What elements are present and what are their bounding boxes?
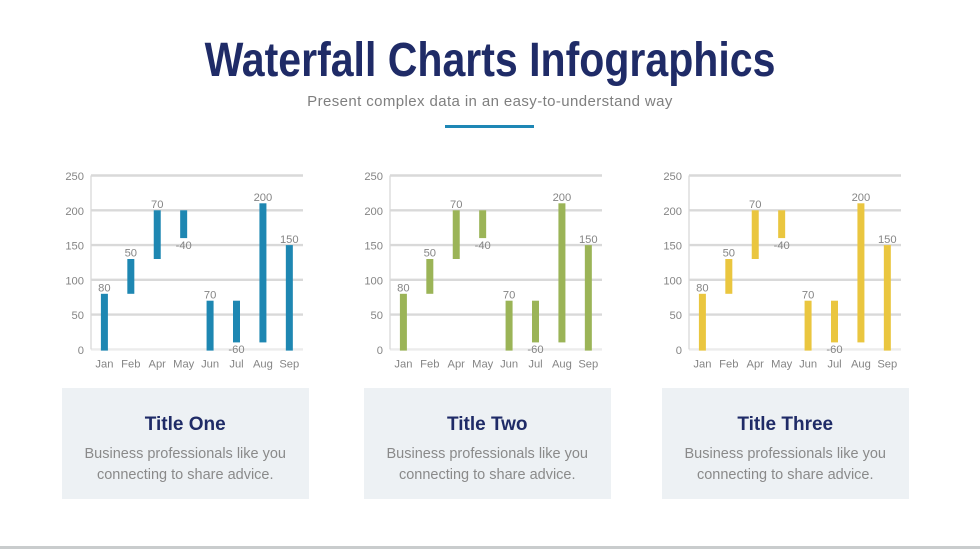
svg-text:200: 200 xyxy=(364,206,383,218)
svg-text:-60: -60 xyxy=(527,344,543,356)
svg-text:250: 250 xyxy=(663,171,682,183)
svg-text:Aug: Aug xyxy=(851,359,871,371)
svg-text:100: 100 xyxy=(65,275,84,287)
svg-text:-40: -40 xyxy=(475,240,491,252)
svg-text:50: 50 xyxy=(670,310,682,322)
svg-text:200: 200 xyxy=(663,206,682,218)
svg-text:50: 50 xyxy=(723,248,735,260)
svg-text:200: 200 xyxy=(553,192,572,204)
svg-text:-40: -40 xyxy=(176,240,192,252)
svg-text:Jul: Jul xyxy=(229,359,243,371)
svg-text:Aug: Aug xyxy=(552,359,572,371)
svg-text:150: 150 xyxy=(364,241,383,253)
svg-text:Sep: Sep xyxy=(578,359,598,371)
svg-text:80: 80 xyxy=(397,283,409,295)
svg-text:0: 0 xyxy=(78,345,84,357)
svg-text:150: 150 xyxy=(579,234,598,246)
svg-text:100: 100 xyxy=(663,275,682,287)
svg-text:Jan: Jan xyxy=(693,359,711,371)
svg-text:100: 100 xyxy=(364,275,383,287)
svg-text:200: 200 xyxy=(254,192,273,204)
svg-text:200: 200 xyxy=(65,206,84,218)
svg-text:50: 50 xyxy=(72,310,84,322)
svg-text:Apr: Apr xyxy=(447,359,465,371)
svg-text:70: 70 xyxy=(749,199,761,211)
svg-text:-40: -40 xyxy=(774,240,790,252)
svg-text:70: 70 xyxy=(503,289,515,301)
svg-text:200: 200 xyxy=(852,192,871,204)
svg-text:Jun: Jun xyxy=(799,359,817,371)
svg-text:0: 0 xyxy=(676,345,682,357)
svg-text:Feb: Feb xyxy=(121,359,140,371)
svg-text:150: 150 xyxy=(663,241,682,253)
svg-text:Feb: Feb xyxy=(719,359,738,371)
svg-text:Jun: Jun xyxy=(201,359,219,371)
svg-text:50: 50 xyxy=(371,310,383,322)
svg-text:May: May xyxy=(472,359,494,371)
svg-text:0: 0 xyxy=(377,345,383,357)
svg-text:50: 50 xyxy=(125,248,137,260)
svg-text:50: 50 xyxy=(424,248,436,260)
svg-text:May: May xyxy=(173,359,195,371)
svg-text:-60: -60 xyxy=(228,344,244,356)
svg-text:Apr: Apr xyxy=(746,359,764,371)
svg-text:Sep: Sep xyxy=(279,359,299,371)
svg-text:-60: -60 xyxy=(826,344,842,356)
svg-text:Feb: Feb xyxy=(420,359,439,371)
svg-text:Sep: Sep xyxy=(877,359,897,371)
svg-text:70: 70 xyxy=(151,199,163,211)
svg-text:Jul: Jul xyxy=(528,359,542,371)
svg-text:150: 150 xyxy=(65,241,84,253)
svg-text:70: 70 xyxy=(204,289,216,301)
svg-text:Jun: Jun xyxy=(500,359,518,371)
svg-text:80: 80 xyxy=(696,283,708,295)
svg-text:Apr: Apr xyxy=(148,359,166,371)
svg-text:250: 250 xyxy=(364,171,383,183)
svg-text:70: 70 xyxy=(450,199,462,211)
svg-text:Jan: Jan xyxy=(95,359,113,371)
svg-text:70: 70 xyxy=(802,289,814,301)
svg-text:Jul: Jul xyxy=(827,359,841,371)
svg-text:Jan: Jan xyxy=(394,359,412,371)
svg-text:80: 80 xyxy=(98,283,110,295)
svg-text:Aug: Aug xyxy=(253,359,273,371)
svg-text:250: 250 xyxy=(65,171,84,183)
svg-text:150: 150 xyxy=(878,234,897,246)
svg-text:May: May xyxy=(771,359,793,371)
svg-text:150: 150 xyxy=(280,234,299,246)
